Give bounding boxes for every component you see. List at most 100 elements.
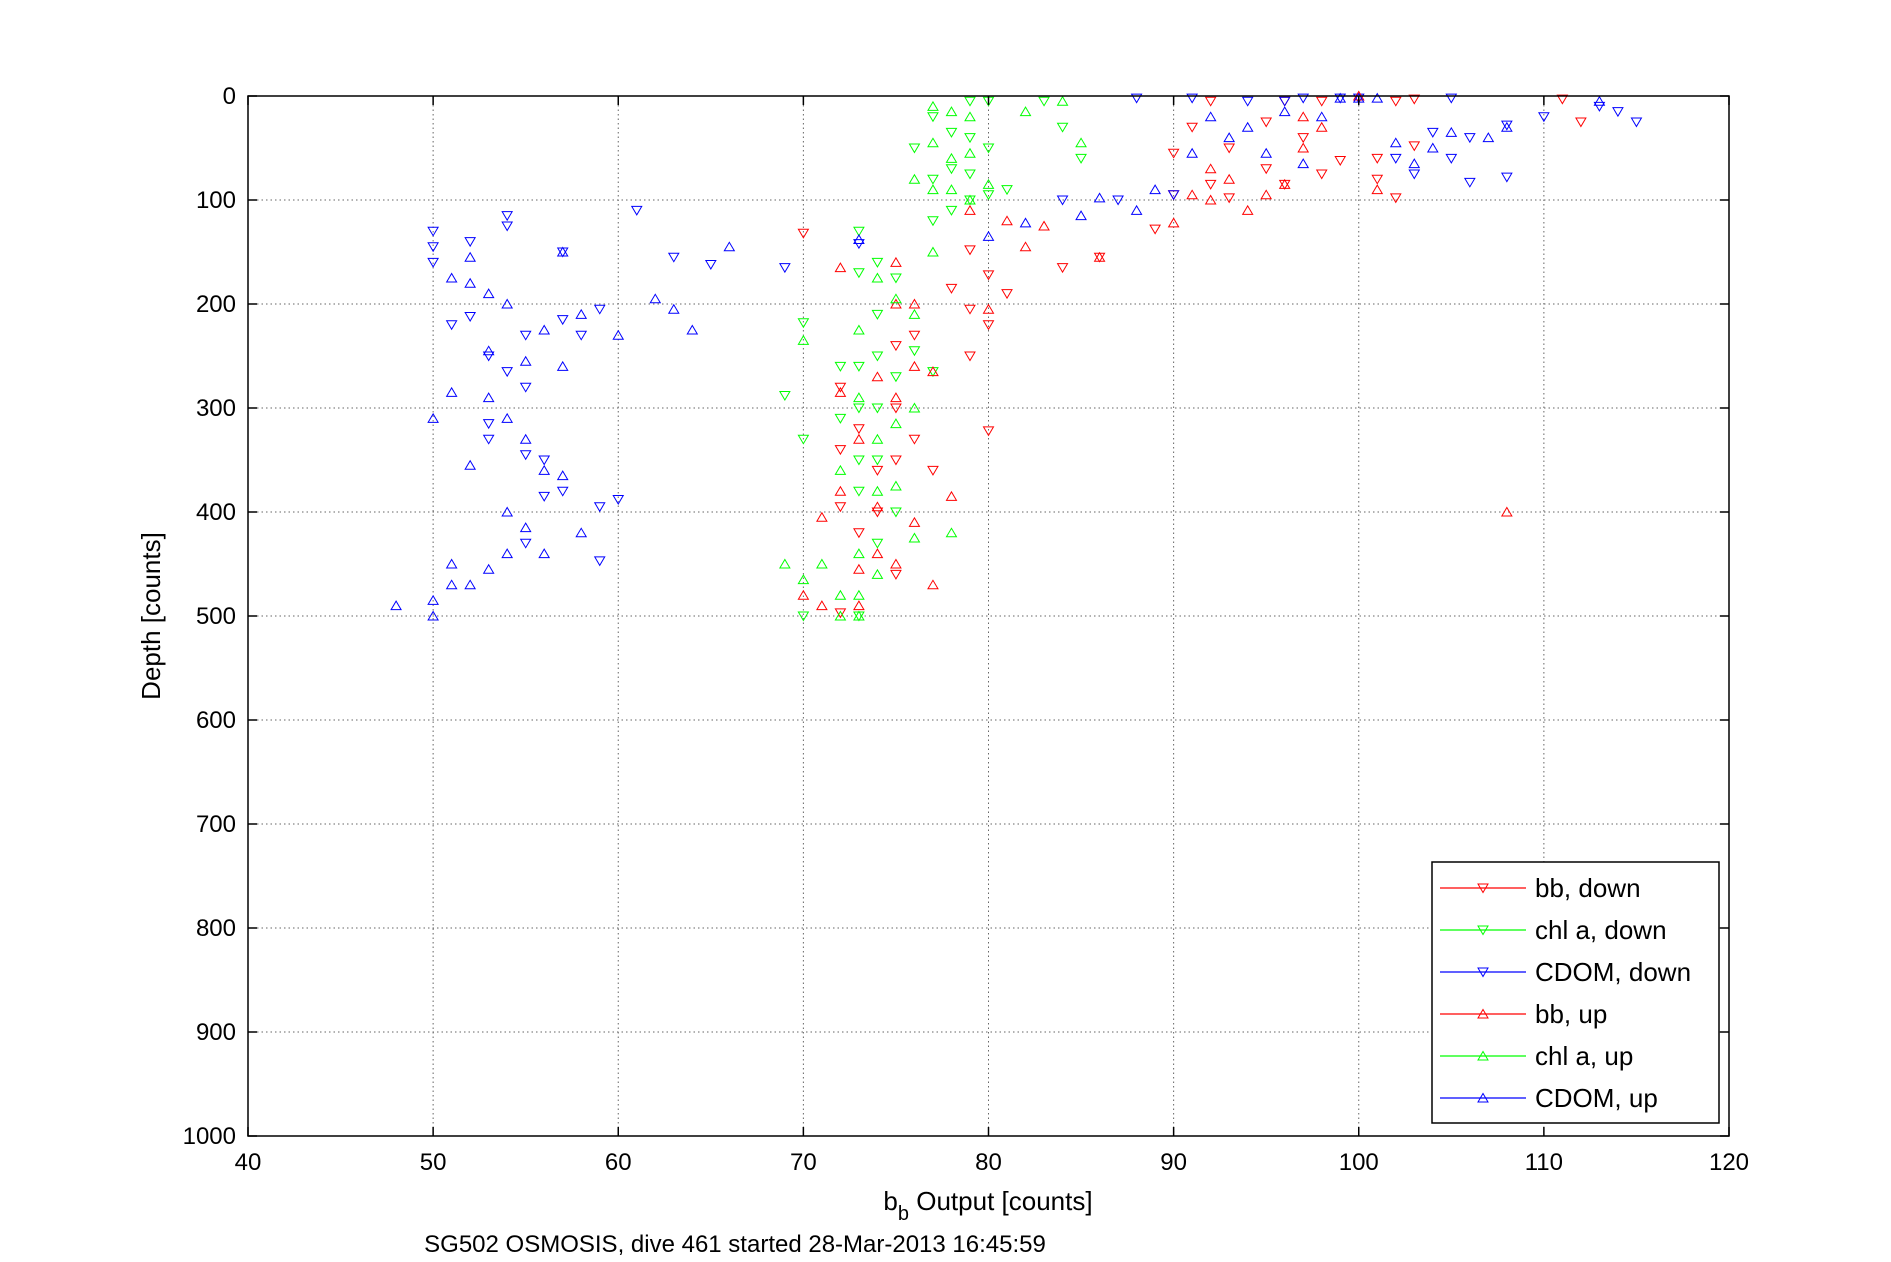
marker-cdom-up [1297,158,1310,169]
y-axis-ticks: 0 100 200 300 400 500 600 700 800 900 1000 [183,83,1729,1150]
marker-chl-a-up [853,324,865,335]
marker-chl-a-up [834,464,847,475]
marker-chl-a-up [797,574,810,585]
marker-cdom-down [464,311,477,322]
marker-cdom-down [704,259,717,270]
marker-cdom-down [593,304,606,315]
x-tick-label: 120 [1709,1149,1749,1176]
marker-chl-a-up [853,610,865,621]
marker-chl-a-down [797,434,810,445]
marker-bb-down [964,245,976,256]
marker-chl-a-up [945,106,958,117]
marker-bb-down [890,403,902,414]
marker-cdom-up [482,288,495,299]
marker-cdom-up [464,277,477,288]
marker-cdom-down [1389,153,1402,164]
marker-cdom-up [1408,158,1421,169]
x-tick-label: 90 [1160,1149,1187,1176]
marker-cdom-up [575,527,588,538]
marker-chl-a-up [871,485,884,496]
marker-cdom-up [556,360,569,371]
marker-chl-a-up [871,568,884,579]
marker-cdom-down [556,315,569,326]
marker-cdom-up [501,506,514,517]
legend-marker-chl-a-up [1477,1050,1489,1061]
marker-cdom-up [482,563,495,574]
marker-bb-up [816,600,828,611]
marker-chl-a-down [853,403,865,414]
marker-chl-a-up [908,532,921,543]
marker-cdom-up [1593,95,1606,106]
marker-cdom-up [1445,126,1458,137]
marker-bb-up [1186,189,1199,200]
marker-chl-a-down [778,391,791,402]
marker-cdom-down [1445,153,1458,164]
marker-bb-down [945,283,958,294]
marker-bb-up [834,485,847,496]
marker-cdom-down [482,419,495,430]
marker-cdom-up [1223,132,1236,143]
marker-cdom-down [1500,120,1513,131]
marker-bb-down [1389,96,1402,107]
marker-chl-a-down [834,413,847,424]
marker-cdom-down [1612,107,1624,118]
marker-chl-a-down [890,273,902,284]
marker-bb-down [1389,193,1402,204]
marker-cdom-down [538,491,551,502]
marker-cdom-down [1112,195,1124,206]
marker-bb-up [853,563,865,574]
marker-bb-up [1371,184,1384,195]
marker-bb-down [982,426,995,437]
marker-cdom-up [445,579,458,590]
marker-cdom-down [519,538,532,549]
y-tick-label: 0 [223,83,236,110]
marker-cdom-down [427,257,439,268]
legend-box [1431,861,1720,1124]
marker-chl-a-up [871,272,884,283]
marker-cdom-down [1056,195,1069,206]
marker-cdom-up [445,272,458,283]
marker-bb-down [1315,169,1328,180]
legend-label-chl-a-up: chl a, up [1535,1041,1633,1071]
marker-cdom-up [464,459,477,470]
marker-chl-a-down [871,351,884,362]
x-tick-label: 70 [790,1149,817,1176]
marker-chl-a-up [834,589,847,600]
marker-cdom-up [427,594,439,605]
marker-cdom-up [519,522,532,533]
marker-cdom-down [427,226,439,237]
marker-cdom-down [612,495,625,506]
marker-chl-a-down [945,164,958,175]
marker-cdom-up [445,386,458,397]
data-markers [390,90,1643,622]
marker-chl-a-down [1075,153,1087,164]
marker-cdom-down [501,211,514,222]
marker-bb-down [1260,164,1273,175]
marker-cdom-up [612,329,625,340]
marker-cdom-up [1315,111,1328,122]
marker-bb-up [1001,215,1013,226]
marker-chl-a-up [908,402,921,413]
marker-bb-down [1167,148,1180,159]
marker-bb-down [834,382,847,393]
marker-bb-up [1241,204,1254,215]
x-tick-label: 100 [1339,1149,1379,1176]
y-tick-label: 800 [196,915,236,942]
marker-cdom-up [427,412,439,423]
x-axis-ticks: 40 50 60 70 80 90 100 110 120 [235,96,1749,1176]
marker-bb-up [1315,121,1328,132]
legend-label-bb-up: bb, up [1535,999,1607,1029]
marker-cdom-down [1130,93,1143,104]
marker-chl-a-up [1019,106,1032,117]
y-tick-label: 700 [196,811,236,838]
legend-marker-chl-a-down [1477,925,1489,936]
marker-chl-a-down [797,611,810,622]
marker-chl-a-down [871,403,884,414]
marker-cdom-up [427,610,439,621]
marker-chl-a-down [871,455,884,466]
marker-bb-down [1556,94,1569,105]
marker-bb-down [890,455,902,466]
x-axis-label-main: b [883,1186,897,1216]
marker-cdom-down [501,221,514,232]
marker-cdom-up [1075,210,1087,221]
